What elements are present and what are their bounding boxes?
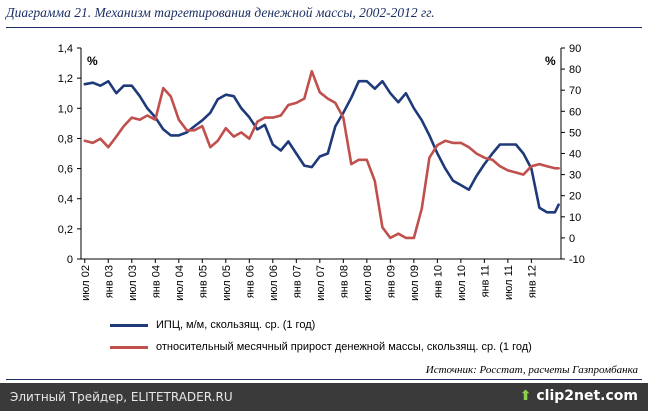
x-tick-label: июл 11 — [503, 265, 515, 300]
left-tick-label: 0,6 — [58, 164, 73, 176]
x-tick-label: июл 08 — [362, 265, 374, 301]
right-tick-label: 0 — [569, 233, 575, 245]
left-tick-label: 1,0 — [58, 103, 73, 115]
x-tick-label: янв 06 — [244, 265, 256, 298]
x-tick-label: июл 09 — [409, 265, 421, 301]
right-tick-label: 40 — [569, 149, 581, 161]
right-tick-label: 70 — [569, 85, 581, 97]
x-tick-label: июл 06 — [268, 265, 280, 301]
upload-icon: ⬆ — [519, 388, 537, 404]
x-tick-label: янв 11 — [479, 265, 491, 297]
right-tick-label: -10 — [569, 254, 585, 266]
x-tick-label: июл 04 — [174, 265, 186, 301]
left-tick-label: 0 — [67, 254, 73, 266]
title-divider — [6, 27, 642, 28]
right-tick-label: 60 — [569, 106, 581, 118]
x-tick-label: янв 05 — [197, 265, 209, 298]
chart-lines — [83, 69, 560, 240]
legend-label-series-2: относительный месячный прирост денежной … — [156, 341, 532, 353]
right-tick-label: 50 — [569, 127, 581, 139]
watermark-bar: Элитный Трейдер, ELITETRADER.RU ⬆ clip2n… — [0, 383, 648, 411]
left-tick-label: 0,4 — [58, 194, 73, 206]
left-tick-label: 1,2 — [58, 73, 73, 85]
x-tick-label: янв 03 — [103, 265, 115, 298]
legend-entry-series-1: ИПЦ, м/м, скользящ. ср. (1 год) — [110, 319, 315, 331]
x-tick-label: янв 09 — [385, 265, 397, 298]
left-unit-label: % — [87, 54, 98, 68]
x-tick-label: янв 04 — [150, 265, 162, 298]
legend-entry-series-2: относительный месячный прирост денежной … — [110, 341, 532, 353]
series-line-1 — [83, 79, 560, 214]
series-line-2 — [83, 69, 560, 240]
legend-swatch-series-1 — [110, 323, 148, 327]
clip2net-logo: ⬆ clip2net.com — [520, 388, 638, 404]
legend-label-series-1: ИПЦ, м/м, скользящ. ср. (1 год) — [156, 319, 316, 331]
x-tick-label: янв 08 — [338, 265, 350, 298]
x-tick-label: янв 12 — [526, 265, 538, 298]
x-tick-label: июл 03 — [127, 265, 139, 301]
x-tick-label: июл 10 — [456, 265, 468, 301]
source-divider — [6, 379, 642, 380]
x-tick-label: июл 05 — [221, 265, 233, 301]
right-unit-label: % — [545, 54, 556, 68]
x-tick-label: июл 02 — [80, 265, 92, 301]
left-tick-label: 0,2 — [58, 224, 73, 236]
x-tick-label: июл 07 — [315, 265, 327, 301]
watermark-right: clip2net.com — [536, 388, 638, 404]
x-tick-label: янв 07 — [291, 265, 303, 298]
right-tick-label: 30 — [569, 170, 581, 182]
right-tick-label: 20 — [569, 191, 581, 203]
source-note: Источник: Росстат, расчеты Газпромбанка — [425, 364, 638, 376]
right-tick-label: 10 — [569, 212, 581, 224]
legend-swatch-series-2 — [110, 345, 148, 349]
dual-axis-line-chart: 0 0,2 0,4 0,6 0,8 1,0 1,2 1,4 -10 0 10 20 30 40 50 60 70… — [58, 43, 585, 301]
right-tick-label: 80 — [569, 64, 581, 76]
chart-axes — [77, 47, 565, 263]
chart-labels: 0 0,2 0,4 0,6 0,8 1,0 1,2 1,4 -10 0 10 20 30 40 50 60 70… — [58, 43, 585, 301]
chart-title: Диаграмма 21. Механизм таргетирования де… — [6, 5, 435, 20]
right-tick-label: 90 — [569, 43, 581, 55]
x-tick-label: янв 10 — [432, 265, 444, 298]
watermark-left: Элитный Трейдер, ELITETRADER.RU — [10, 390, 233, 404]
left-tick-label: 0,8 — [58, 133, 73, 145]
left-tick-label: 1,4 — [58, 43, 73, 55]
